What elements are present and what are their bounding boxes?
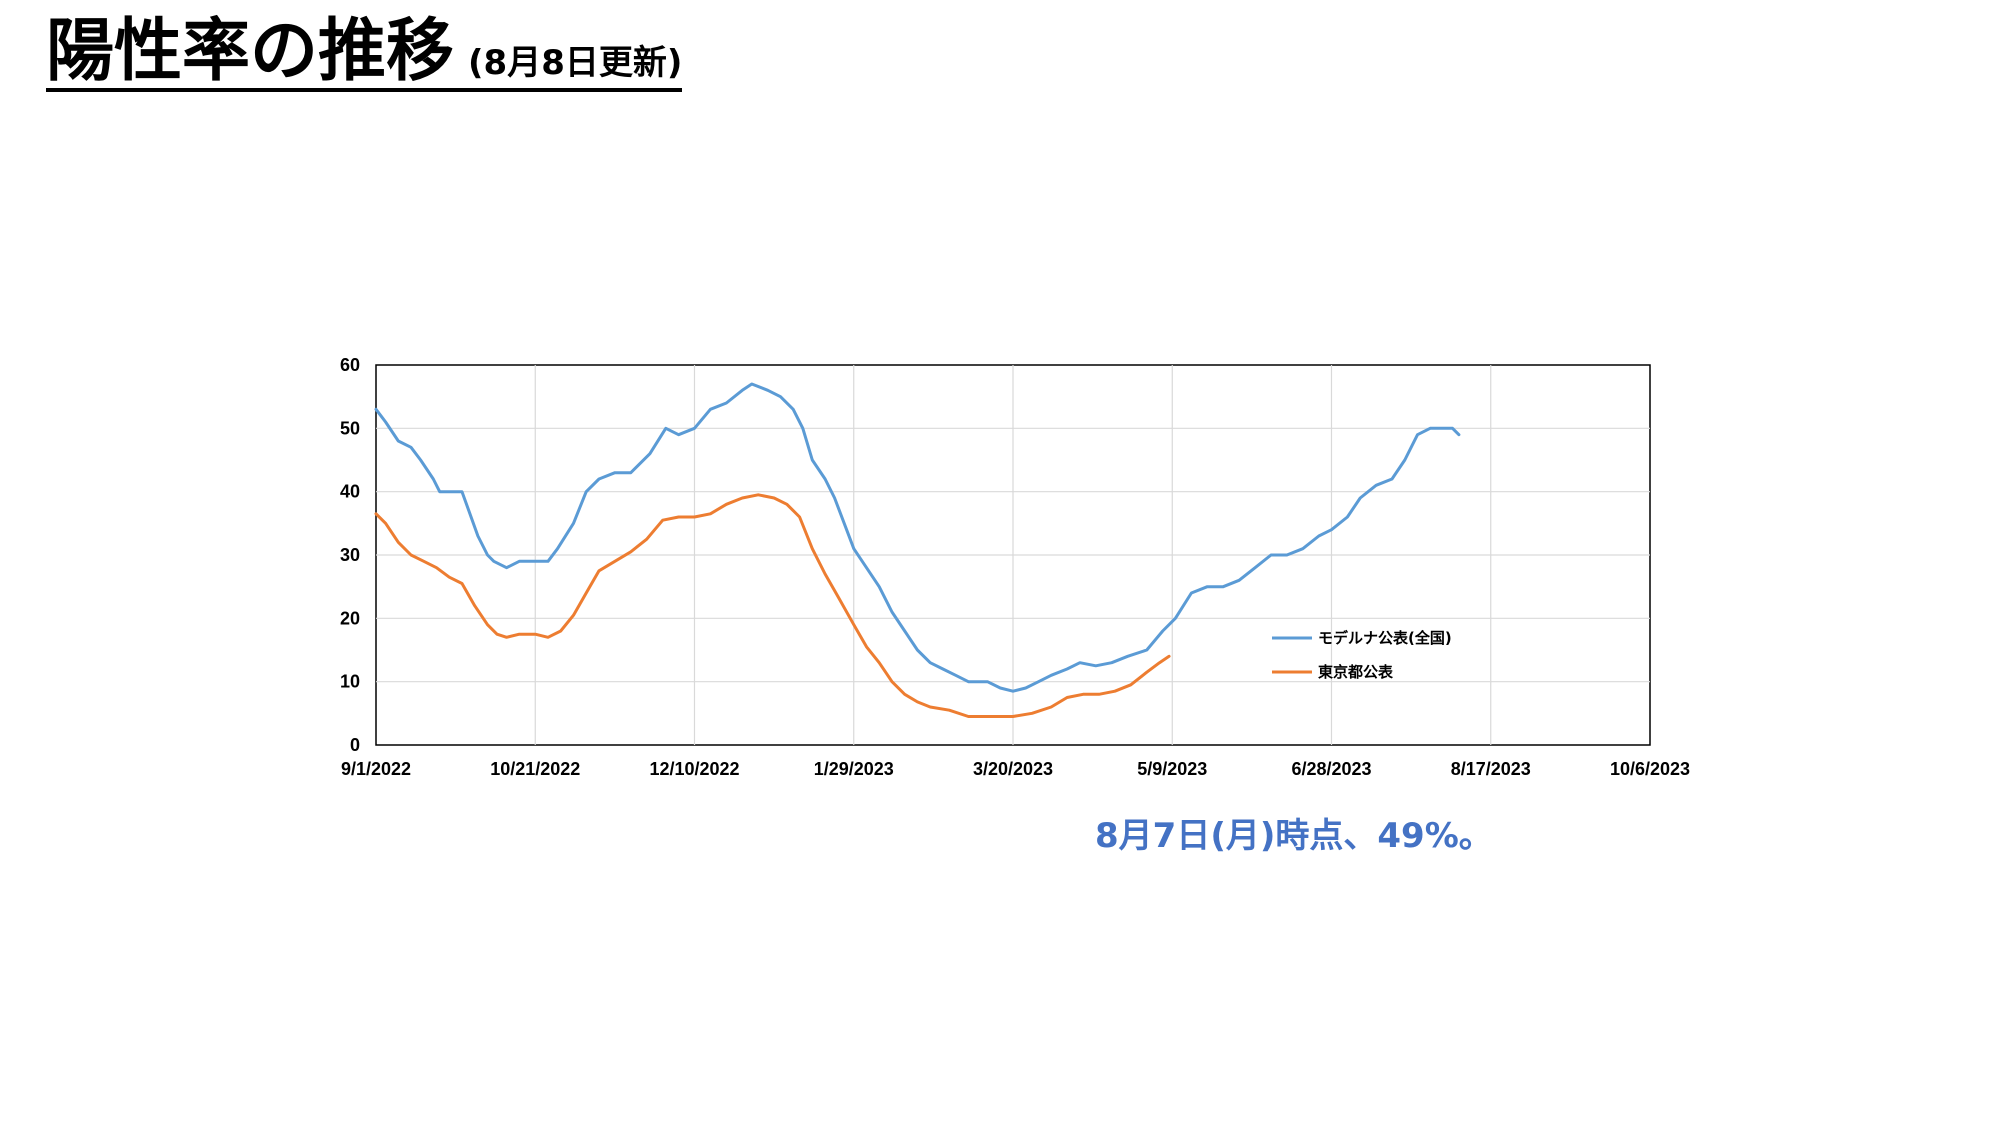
x-tick-label: 5/9/2023: [1137, 759, 1207, 779]
x-tick-label: 3/20/2023: [973, 759, 1053, 779]
y-tick-label: 0: [350, 735, 360, 755]
legend-label-2: 東京都公表: [1318, 663, 1394, 681]
legend-label-1: モデルナ公表(全国): [1318, 629, 1452, 647]
x-tick-label: 10/21/2022: [490, 759, 580, 779]
x-tick-label: 9/1/2022: [341, 759, 411, 779]
x-tick-label: 1/29/2023: [814, 759, 894, 779]
y-tick-label: 10: [340, 672, 360, 692]
series-line-1: [374, 382, 1461, 693]
chart-note: 8月7日(月)時点、49%。: [1095, 816, 1493, 856]
x-tick-label: 8/17/2023: [1451, 759, 1531, 779]
slide-title: 陽性率の推移 (8月8日更新): [46, 18, 683, 92]
y-tick-label: 50: [340, 418, 360, 438]
y-tick-label: 30: [340, 545, 360, 565]
series-line-2: [374, 493, 1171, 718]
x-tick-label: 10/6/2023: [1610, 759, 1690, 779]
y-tick-label: 20: [340, 608, 360, 628]
y-tick-label: 40: [340, 482, 360, 502]
x-tick-label: 12/10/2022: [649, 759, 739, 779]
title-subtitle: (8月8日更新): [468, 43, 683, 83]
x-tick-label: 6/28/2023: [1291, 759, 1371, 779]
y-tick-label: 60: [340, 355, 360, 375]
title-main: 陽性率の推移: [46, 12, 455, 91]
